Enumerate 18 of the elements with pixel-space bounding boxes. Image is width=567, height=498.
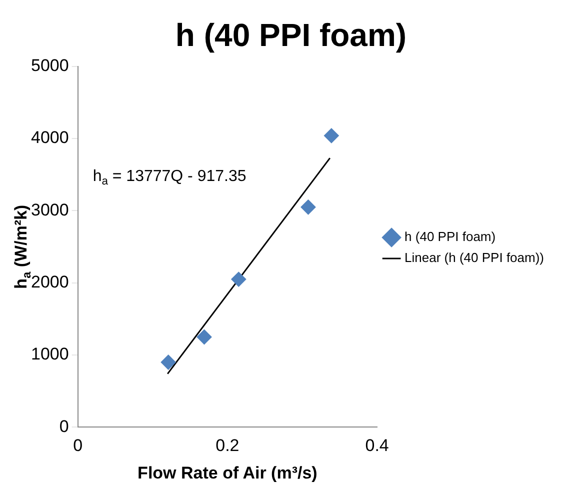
point bbox=[196, 330, 212, 344]
point bbox=[231, 272, 246, 287]
y-tick-label: 1000 bbox=[30, 344, 69, 364]
x-tick-label: 0.4 bbox=[365, 436, 389, 456]
y-tick-label: 5000 bbox=[30, 56, 69, 76]
x-tick-label: 0.2 bbox=[216, 436, 240, 456]
point bbox=[324, 128, 339, 144]
chart-title: h (40 PPI foam) bbox=[175, 17, 407, 54]
x-tick-label: 0 bbox=[73, 436, 83, 456]
point bbox=[160, 354, 176, 370]
legend-label: h (40 PPI foam) bbox=[404, 229, 496, 244]
x-axis-title: Flow Rate of Air (m³/s) bbox=[138, 463, 318, 482]
y-tick-label: 0 bbox=[59, 416, 69, 436]
y-tick-label: 3000 bbox=[30, 200, 69, 220]
legend-label: Linear (h (40 PPI foam)) bbox=[404, 250, 544, 266]
point bbox=[300, 200, 316, 215]
y-tick-label: 4000 bbox=[30, 128, 69, 148]
y-tick-label: 2000 bbox=[30, 272, 69, 292]
